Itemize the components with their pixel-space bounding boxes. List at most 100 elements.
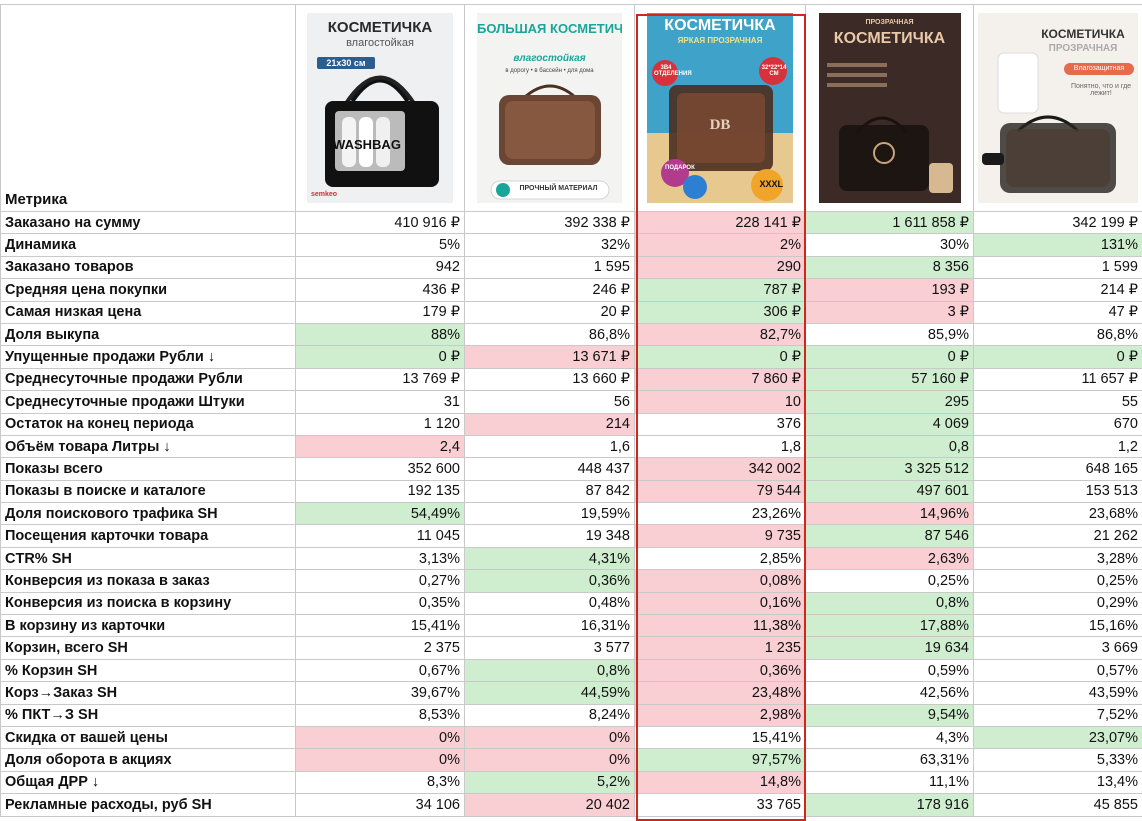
metric-value[interactable]: 31 [295,390,465,414]
metric-value[interactable]: 63,31% [805,748,974,772]
metric-value[interactable]: 352 600 [295,457,465,481]
metric-value[interactable]: 290 [634,255,806,280]
metric-value[interactable]: 0,16% [634,591,806,616]
product-image-5[interactable]: КОСМЕТИЧКА ПРОЗРАЧНАЯ Влагозащитная Поня… [973,4,1142,212]
metric-value[interactable]: 13 671 ₽ [464,345,635,369]
metric-value[interactable]: 3 669 [973,636,1142,660]
metric-value[interactable]: 246 ₽ [464,278,635,302]
metric-value[interactable]: 942 [295,255,465,280]
product-image-4[interactable]: ПРОЗРАЧНАЯ КОСМЕТИЧКА [805,4,974,212]
metric-value[interactable]: 11,1% [805,770,974,795]
metric-value[interactable]: 4,3% [805,725,974,750]
metric-value[interactable]: 3 325 512 [805,457,974,481]
metric-value[interactable]: 23,68% [973,502,1142,526]
metric-value[interactable]: 410 916 ₽ [295,210,465,235]
metric-value[interactable]: 86,8% [973,322,1142,347]
metric-value[interactable]: 0,25% [805,569,974,593]
metric-value[interactable]: 1 599 [973,255,1142,280]
metric-value[interactable]: 88% [295,322,465,347]
metric-value[interactable]: 0,8% [805,591,974,616]
metric-value[interactable]: 214 [464,412,635,436]
metric-value[interactable]: 55 [973,390,1142,414]
metric-value[interactable]: 342 002 [634,457,806,481]
metric-value[interactable]: 87 546 [805,524,974,548]
metric-value[interactable]: 33 765 [634,793,806,817]
metric-value[interactable]: 1,8 [634,434,806,459]
metric-value[interactable]: 0,57% [973,658,1142,683]
metric-value[interactable]: 4,31% [464,546,635,571]
metric-value[interactable]: 43,59% [973,681,1142,705]
metric-value[interactable]: 87 842 [464,479,635,504]
metric-value[interactable]: 392 338 ₽ [464,210,635,235]
metric-value[interactable]: 0,35% [295,591,465,616]
metric-value[interactable]: 79 544 [634,479,806,504]
metric-value[interactable]: 13 660 ₽ [464,367,635,392]
metric-value[interactable]: 45 855 [973,793,1142,817]
metric-value[interactable]: 54,49% [295,502,465,526]
metric-value[interactable]: 15,41% [295,614,465,638]
metric-value[interactable]: 448 437 [464,457,635,481]
metric-value[interactable]: 15,16% [973,614,1142,638]
metric-value[interactable]: 1 611 858 ₽ [805,210,974,235]
metric-value[interactable]: 0,48% [464,591,635,616]
metric-value[interactable]: 9,54% [805,703,974,727]
metric-value[interactable]: 1 235 [634,636,806,660]
metric-value[interactable]: 376 [634,412,806,436]
metric-value[interactable]: 0% [464,748,635,772]
metric-value[interactable]: 11,38% [634,614,806,638]
metric-value[interactable]: 11 657 ₽ [973,367,1142,392]
metric-value[interactable]: 2,85% [634,546,806,571]
metric-value[interactable]: 2 375 [295,636,465,660]
metric-value[interactable]: 15,41% [634,725,806,750]
metric-value[interactable]: 19 348 [464,524,635,548]
metric-value[interactable]: 17,88% [805,614,974,638]
metric-value[interactable]: 11 045 [295,524,465,548]
metric-value[interactable]: 20 402 [464,793,635,817]
metric-value[interactable]: 648 165 [973,457,1142,481]
metric-value[interactable]: 306 ₽ [634,300,806,324]
metric-value[interactable]: 5,2% [464,770,635,795]
metric-value[interactable]: 14,96% [805,502,974,526]
metric-value[interactable]: 0,67% [295,658,465,683]
metric-value[interactable]: 8 356 [805,255,974,280]
metric-value[interactable]: 497 601 [805,479,974,504]
metric-value[interactable]: 0,27% [295,569,465,593]
metric-value[interactable]: 179 ₽ [295,300,465,324]
metric-value[interactable]: 8,3% [295,770,465,795]
metric-value[interactable]: 153 513 [973,479,1142,504]
metric-value[interactable]: 19,59% [464,502,635,526]
metric-value[interactable]: 9 735 [634,524,806,548]
metric-value[interactable]: 86,8% [464,322,635,347]
metric-value[interactable]: 0,59% [805,658,974,683]
metric-value[interactable]: 57 160 ₽ [805,367,974,392]
metric-value[interactable]: 44,59% [464,681,635,705]
metric-value[interactable]: 7 860 ₽ [634,367,806,392]
metric-value[interactable]: 295 [805,390,974,414]
metric-value[interactable]: 14,8% [634,770,806,795]
metric-value[interactable]: 436 ₽ [295,278,465,302]
metric-value[interactable]: 47 ₽ [973,300,1142,324]
metric-value[interactable]: 82,7% [634,322,806,347]
metric-value[interactable]: 0,29% [973,591,1142,616]
metric-value[interactable]: 21 262 [973,524,1142,548]
metric-value[interactable]: 1,2 [973,434,1142,459]
metric-value[interactable]: 178 916 [805,793,974,817]
metric-value[interactable]: 2% [634,233,806,257]
metric-value[interactable]: 0 ₽ [634,345,806,369]
metric-value[interactable]: 34 106 [295,793,465,817]
metric-value[interactable]: 0,25% [973,569,1142,593]
metric-value[interactable]: 13 769 ₽ [295,367,465,392]
metric-value[interactable]: 670 [973,412,1142,436]
product-image-1[interactable]: КОСМЕТИЧКА влагостойкая 21x30 см WASHBAG… [295,4,465,212]
metric-value[interactable]: 23,07% [973,725,1142,750]
metric-value[interactable]: 1 120 [295,412,465,436]
metric-value[interactable]: 214 ₽ [973,278,1142,302]
product-image-3[interactable]: КОСМЕТИЧКА ЯРКАЯ ПРОЗРАЧНАЯ 3В4 ОТДЕЛЕНИ… [634,4,806,212]
metric-value[interactable]: 85,9% [805,322,974,347]
metric-value[interactable]: 13,4% [973,770,1142,795]
metric-value[interactable]: 0 ₽ [295,345,465,369]
metric-value[interactable]: 0% [295,725,465,750]
metric-value[interactable]: 787 ₽ [634,278,806,302]
metric-value[interactable]: 3,28% [973,546,1142,571]
metric-value[interactable]: 5% [295,233,465,257]
